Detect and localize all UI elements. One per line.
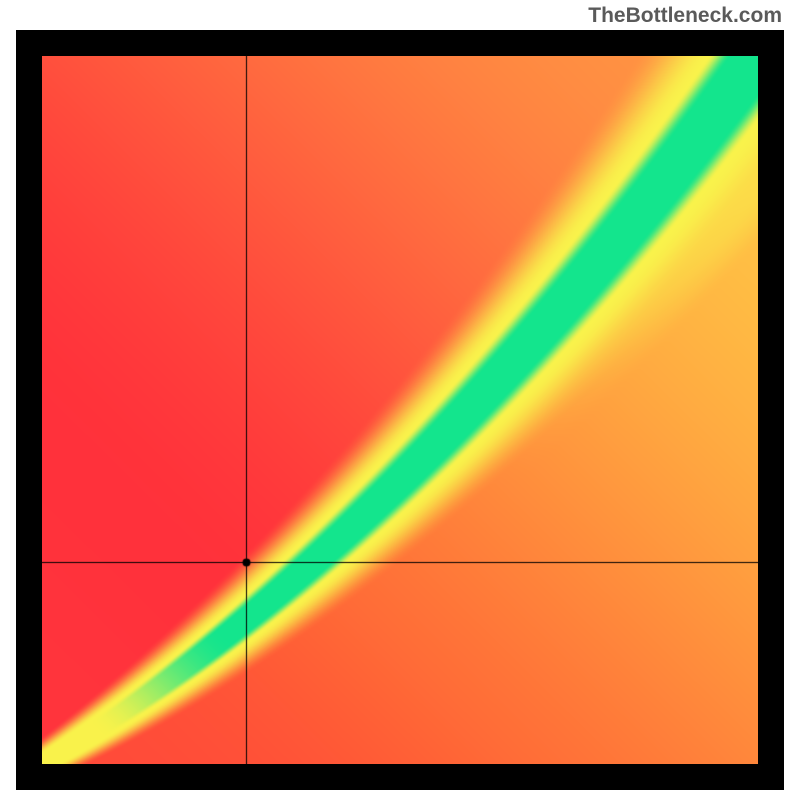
watermark-text: TheBottleneck.com (588, 4, 782, 28)
chart-container: TheBottleneck.com (0, 0, 800, 800)
plot-frame (16, 30, 784, 790)
crosshair-overlay (42, 56, 758, 764)
plot-area (42, 56, 758, 764)
